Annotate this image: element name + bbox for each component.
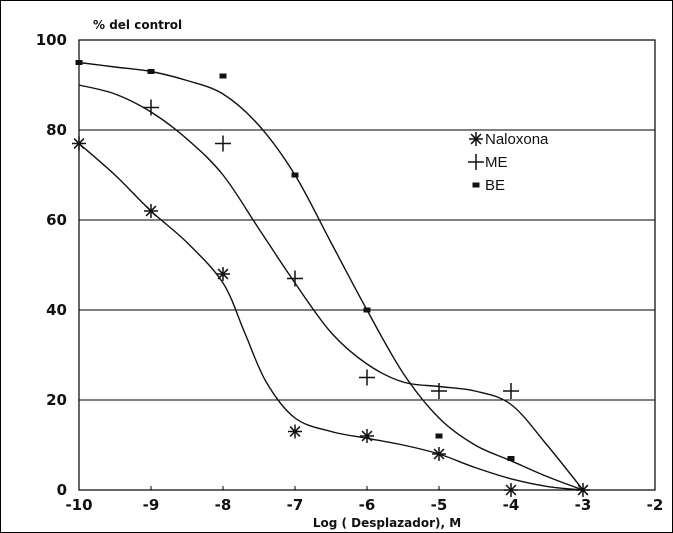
y-tick-label: 100 [36, 31, 67, 49]
legend: Naloxona ME BE [468, 131, 549, 194]
x-tick-label: -10 [65, 496, 92, 514]
point-me [359, 369, 375, 386]
y-tick-label: 20 [46, 391, 67, 409]
marker-stroke [289, 426, 301, 437]
axis-ticks: -10 -9 -8 -7 -6 -5 -4 -3 -2 0 20 40 60 80 100 [36, 31, 664, 514]
curve-be [78, 61, 584, 491]
marker-square [507, 456, 515, 461]
point-be [147, 69, 155, 74]
point-naloxona [288, 424, 302, 439]
point-me [215, 135, 231, 152]
marker-square [147, 69, 155, 74]
legend-marker-naloxona [469, 132, 483, 146]
marker-square [219, 73, 227, 79]
marker-square [435, 433, 443, 439]
point-be [219, 73, 227, 79]
marker-square [75, 60, 83, 65]
x-tick-label: -3 [575, 496, 592, 514]
x-tick-label: -2 [647, 496, 664, 514]
legend-label-be: BE [485, 177, 505, 194]
marker-stroke [145, 205, 157, 217]
plot-area [78, 39, 656, 491]
point-me [143, 99, 159, 116]
y-axis-title: % del control [93, 18, 182, 32]
marker-square [291, 172, 299, 178]
marker-stroke [433, 448, 445, 460]
point-me [287, 270, 303, 287]
legend-label-me: ME [485, 154, 508, 171]
legend-marker-me [468, 154, 484, 170]
x-tick-label: -7 [287, 496, 304, 514]
marker-square [472, 182, 480, 188]
point-naloxona [432, 447, 446, 461]
x-tick-label: -4 [503, 496, 520, 514]
point-me [503, 383, 519, 399]
point-be [507, 456, 515, 461]
point-be [75, 60, 83, 65]
x-tick-label: -5 [431, 496, 448, 514]
legend-marker-be [472, 182, 480, 188]
point-naloxona [72, 136, 86, 151]
point-naloxona [144, 204, 158, 218]
y-tick-label: 0 [57, 481, 67, 499]
point-be [363, 307, 371, 313]
point-me [431, 383, 447, 399]
marker-stroke [73, 138, 85, 149]
point-be [435, 433, 443, 439]
gridlines [79, 129, 655, 401]
legend-label-naloxona: Naloxona [485, 131, 549, 148]
x-tick-label: -8 [215, 496, 232, 514]
point-naloxona [360, 429, 374, 443]
point-naloxona [216, 267, 230, 281]
y-tick-label: 60 [46, 211, 67, 229]
x-tick-label: -9 [143, 496, 160, 514]
fitted-curves [78, 61, 584, 491]
marker-square [363, 307, 371, 313]
marker-stroke [217, 268, 229, 280]
marker-stroke [470, 133, 482, 145]
data-markers [72, 60, 590, 497]
y-tick-label: 40 [46, 301, 67, 319]
curve-naloxona [78, 142, 584, 491]
curve-me [78, 84, 584, 491]
marker-stroke [361, 430, 373, 442]
point-be [291, 172, 299, 178]
x-axis-title: Log ( Desplazador), M [313, 516, 461, 530]
y-tick-label: 80 [46, 121, 67, 139]
x-tick-label: -6 [359, 496, 376, 514]
